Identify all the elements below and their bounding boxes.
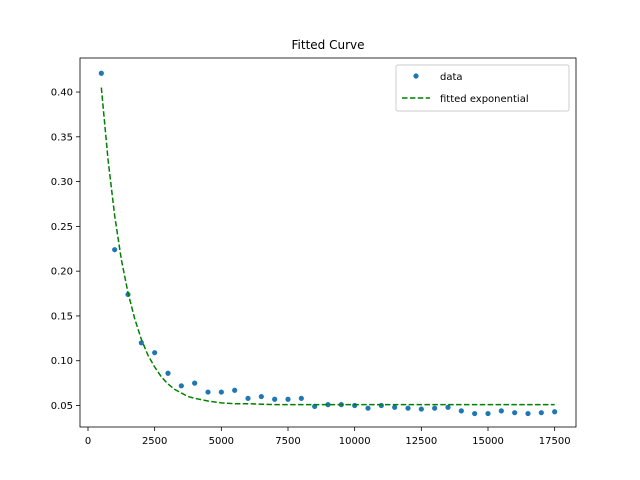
y-tick-label: 0.10 [51,356,73,367]
data-point [112,247,118,253]
y-tick-label: 0.30 [51,177,73,188]
legend-box [395,64,570,112]
data-point [152,350,158,356]
axes-frame [79,57,577,428]
plot-area: 0 2500 5000 7500 10000 12500 15000 17500 0.05 0.1… [51,57,577,447]
data-point [298,395,304,401]
legend: data fitted exponential [395,64,570,112]
data-point [365,405,371,411]
data-point [232,387,238,393]
x-tick-label: 10000 [339,436,371,447]
data-point [272,396,278,402]
y-tick-label: 0.40 [51,88,73,99]
y-tick-label: 0.25 [51,222,73,233]
data-point [245,395,251,401]
x-tick-label: 12500 [405,436,437,447]
data-point [205,389,211,395]
data-point [445,404,451,410]
data-point [458,408,464,414]
data-point [165,370,171,376]
y-tick-label: 0.35 [51,132,73,143]
data-point [325,402,331,408]
data-point [485,410,491,417]
data-point [432,405,438,411]
legend-marker-swatch [413,73,419,79]
data-point [218,389,224,395]
data-point [378,402,384,409]
y-tick-label: 0.05 [51,401,73,412]
y-tick-label: 0.15 [51,311,73,322]
fitted-exponential-line [100,87,555,406]
x-tick-label: 5000 [209,436,234,447]
data-point [512,410,518,416]
data-point [405,405,411,411]
data-point [552,409,558,415]
data-point [538,410,544,416]
data-point [258,393,264,400]
legend-label: fitted exponential [440,94,529,105]
data-point [178,383,184,389]
data-point [525,410,531,417]
chart-title: Fitted Curve [292,38,365,52]
x-tick-label: 0 [85,436,91,447]
x-tick-label: 17500 [539,436,571,447]
data-point [352,402,358,409]
x-tick-label: 15000 [472,436,504,447]
data-point [192,380,198,386]
y-tick-label: 0.20 [51,267,73,278]
data-point [392,404,398,410]
data-point [285,396,291,402]
data-point [498,408,504,414]
x-tick-label: 7500 [275,436,300,447]
data-point [98,70,104,76]
data-point [418,406,424,412]
data-point [472,410,478,417]
legend-label: data [440,72,463,83]
x-tick-label: 2500 [142,436,167,447]
